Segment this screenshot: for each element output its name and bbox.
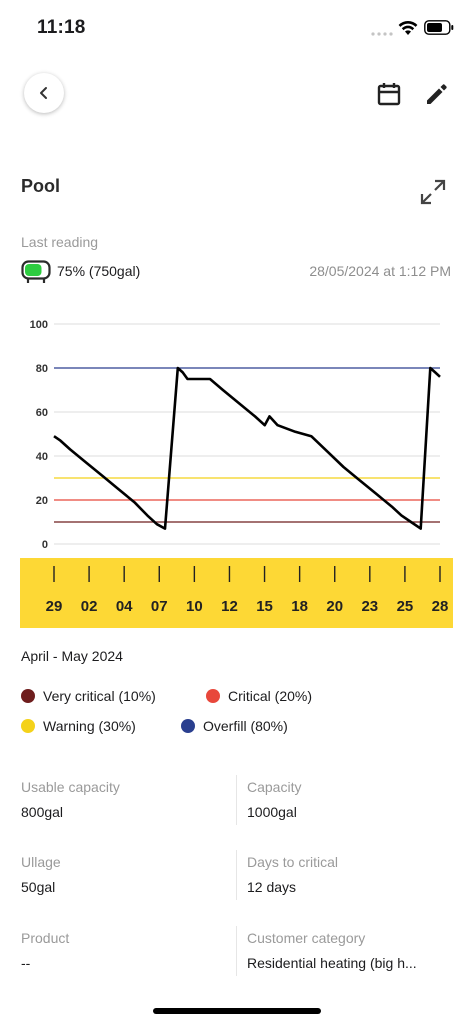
x-tick-label: 02 [81,598,98,615]
product-label: Product [21,930,70,946]
last-reading-value: 75% (750gal) [57,263,141,279]
product-value: -- [21,955,31,971]
tank-level-icon [21,260,51,283]
chevron-left-icon [40,87,47,99]
pencil-icon [427,84,447,104]
legend-overfill: Overfill (80%) [181,718,288,734]
capacity-label: Capacity [247,779,302,795]
x-tick-label: 12 [221,598,238,615]
x-tick-label: 18 [291,598,308,615]
last-reading-label: Last reading [21,234,99,250]
y-tick-label: 60 [36,407,48,419]
y-tick-label: 40 [36,451,48,463]
cellular-signal-icon [371,32,393,36]
edit-button[interactable] [422,80,452,108]
legend-warning: Warning (30%) [21,718,136,734]
ullage-label: Ullage [21,854,61,870]
legend-label: Warning (30%) [43,718,136,734]
level-history-chart: 100 80 60 40 20 0 29 02 04 07 10 12 15 18 20 23 25 28 [20,319,453,628]
legend-dot [21,689,35,703]
x-tick-label: 20 [326,598,343,615]
legend-dot [21,719,35,733]
x-tick-label: 29 [46,598,63,615]
y-tick-label: 80 [36,363,48,375]
capacity-value: 1000gal [247,804,297,820]
x-tick-label: 15 [256,598,273,615]
home-indicator [153,1008,321,1014]
column-divider [236,850,237,900]
battery-icon [424,20,454,35]
legend-label: Critical (20%) [228,688,313,704]
usable-capacity-label: Usable capacity [21,779,120,795]
x-tick-label: 28 [432,598,449,615]
days-to-critical-value: 12 days [247,879,297,895]
x-tick-label: 04 [116,598,133,615]
page-title: Pool [21,176,60,196]
back-button[interactable] [24,73,64,113]
x-tick-label: 10 [186,598,203,615]
column-divider [236,926,237,976]
chart-date-range: April - May 2024 [21,648,123,664]
column-divider [236,775,237,825]
expand-button[interactable] [418,177,448,207]
ullage-value: 50gal [21,879,56,895]
legend-dot [181,719,195,733]
customer-category-value: Residential heating (big h... [247,955,417,971]
legend-dot [206,689,220,703]
legend-label: Very critical (10%) [43,688,156,704]
status-time: 11:18 [37,17,86,38]
x-tick-label: 25 [397,598,414,615]
level-series-line [53,366,441,530]
days-to-critical-label: Days to critical [247,854,339,870]
legend-label: Overfill (80%) [203,718,288,734]
status-bar: 11:18 [0,0,473,56]
last-reading-date: 28/05/2024 at 1:12 PM [309,263,451,279]
y-tick-label: 0 [42,539,48,551]
tank-level-fill [25,264,42,276]
usable-capacity-value: 800gal [21,804,64,820]
calendar-button[interactable] [374,80,404,108]
y-tick-label: 100 [30,319,48,331]
expand-icon [420,179,446,205]
legend-very-critical: Very critical (10%) [21,688,156,704]
customer-category-label: Customer category [247,930,366,946]
legend-critical: Critical (20%) [206,688,312,704]
calendar-icon [377,83,401,106]
y-tick-label: 20 [36,495,48,507]
x-axis-band [20,558,453,628]
x-tick-label: 07 [151,598,168,615]
x-tick-label: 23 [361,598,378,615]
wifi-icon [398,20,418,35]
